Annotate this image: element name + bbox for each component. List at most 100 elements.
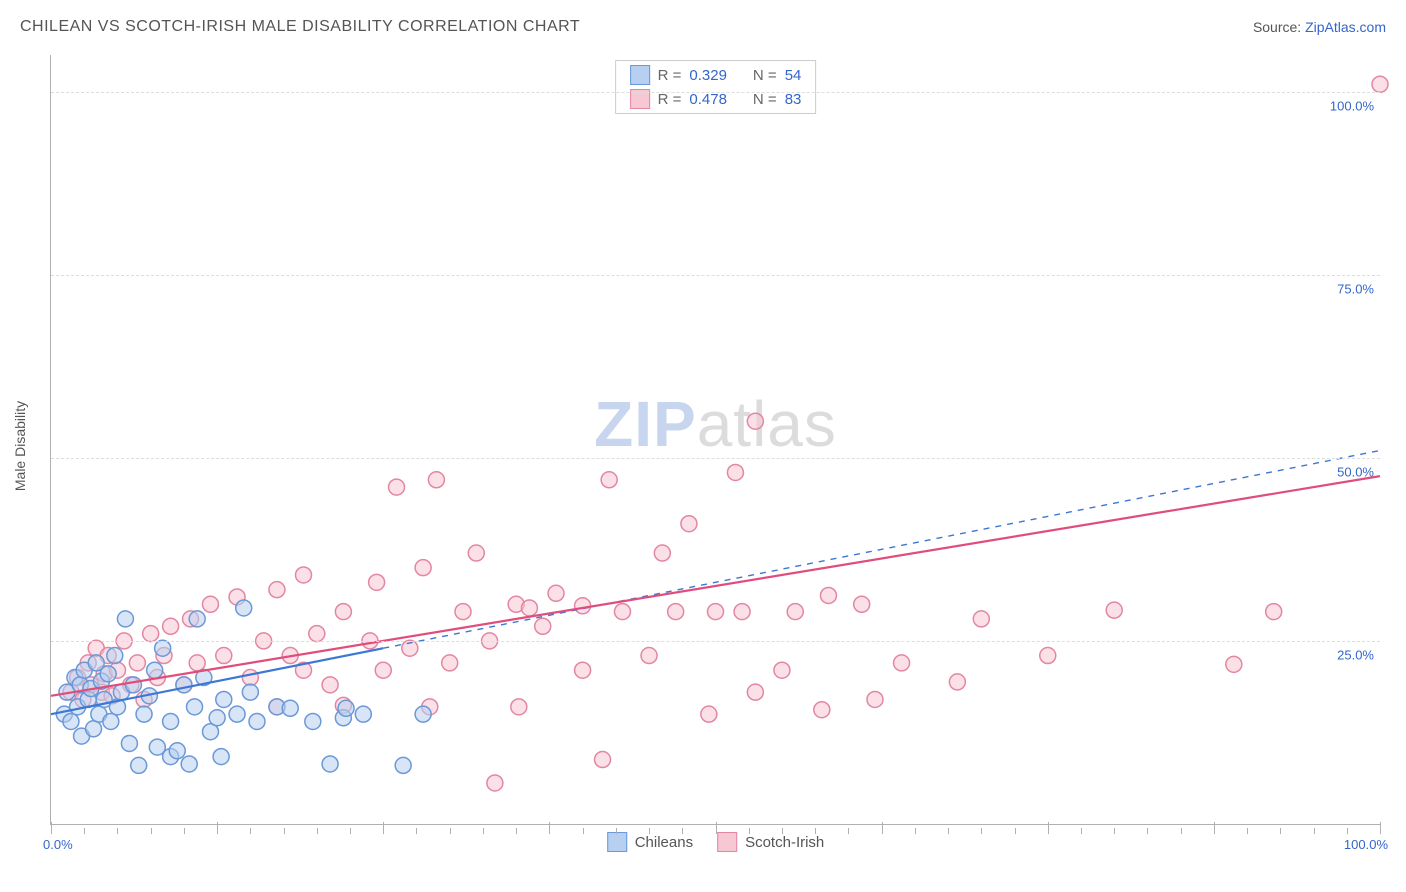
data-point: [654, 545, 670, 561]
x-tick: [1181, 828, 1182, 834]
data-point: [209, 710, 225, 726]
data-point: [442, 655, 458, 671]
data-point: [894, 655, 910, 671]
data-point: [389, 479, 405, 495]
r-label: R =: [658, 67, 682, 84]
stats-box: R = 0.329 N = 54 R = 0.478 N = 83: [615, 60, 817, 114]
legend-swatch: [630, 65, 650, 85]
data-point: [163, 713, 179, 729]
n-label: N =: [753, 67, 777, 84]
x-tick: [51, 822, 52, 834]
data-point: [575, 662, 591, 678]
source-label: Source:: [1253, 19, 1305, 35]
n-value: 54: [785, 67, 802, 84]
data-point: [1266, 604, 1282, 620]
x-tick: [1247, 828, 1248, 834]
data-point: [136, 706, 152, 722]
data-point: [322, 756, 338, 772]
data-point: [487, 775, 503, 791]
r-value: 0.329: [689, 67, 727, 84]
r-value: 0.478: [689, 91, 727, 108]
data-point: [121, 735, 137, 751]
data-point: [548, 585, 564, 601]
data-point: [1106, 602, 1122, 618]
data-point: [521, 600, 537, 616]
gridline: [51, 458, 1380, 459]
data-point: [820, 587, 836, 603]
x-axis-end-label: 100.0%: [1344, 837, 1388, 852]
x-tick: [1048, 822, 1049, 834]
legend-item: Scotch-Irish: [717, 832, 824, 852]
data-point: [511, 699, 527, 715]
x-tick: [1015, 828, 1016, 834]
legend-swatch: [607, 832, 627, 852]
data-point: [701, 706, 717, 722]
data-point: [216, 648, 232, 664]
data-point: [189, 655, 205, 671]
gridline: [51, 641, 1380, 642]
data-point: [100, 666, 116, 682]
bottom-legend: Chileans Scotch-Irish: [607, 832, 825, 852]
chart-header: CHILEAN VS SCOTCH-IRISH MALE DISABILITY …: [20, 18, 1386, 36]
data-point: [455, 604, 471, 620]
data-point: [129, 655, 145, 671]
chart-svg: [51, 55, 1380, 824]
data-point: [747, 684, 763, 700]
x-tick: [948, 828, 949, 834]
data-point: [415, 706, 431, 722]
x-tick: [516, 828, 517, 834]
data-point: [63, 713, 79, 729]
n-value: 83: [785, 91, 802, 108]
data-point: [131, 757, 147, 773]
data-point: [668, 604, 684, 620]
data-point: [854, 596, 870, 612]
x-tick: [151, 828, 152, 834]
data-point: [189, 611, 205, 627]
x-tick: [284, 828, 285, 834]
x-tick: [184, 828, 185, 834]
x-tick: [1380, 822, 1381, 834]
n-label: N =: [753, 91, 777, 108]
data-point: [468, 545, 484, 561]
x-tick: [1214, 822, 1215, 834]
gridline: [51, 92, 1380, 93]
data-point: [322, 677, 338, 693]
legend-item: Chileans: [607, 832, 693, 852]
stats-row: R = 0.478 N = 83: [616, 87, 816, 111]
x-tick: [1147, 828, 1148, 834]
data-point: [787, 604, 803, 620]
trend-line: [383, 450, 1380, 648]
data-point: [1372, 76, 1388, 92]
data-point: [428, 472, 444, 488]
gridline: [51, 275, 1380, 276]
x-tick: [848, 828, 849, 834]
data-point: [575, 598, 591, 614]
data-point: [355, 706, 371, 722]
data-point: [216, 691, 232, 707]
data-point: [375, 662, 391, 678]
data-point: [1226, 656, 1242, 672]
data-point: [335, 604, 351, 620]
data-point: [774, 662, 790, 678]
x-tick: [1081, 828, 1082, 834]
source-link[interactable]: ZipAtlas.com: [1305, 19, 1386, 35]
data-point: [973, 611, 989, 627]
x-tick: [749, 828, 750, 834]
data-point: [641, 648, 657, 664]
legend-label: Scotch-Irish: [745, 834, 824, 851]
data-point: [681, 516, 697, 532]
data-point: [415, 560, 431, 576]
plot-area: ZIPatlas R =0.329N =54R =0.478N =83 Chil…: [50, 55, 1380, 825]
x-tick: [383, 822, 384, 834]
data-point: [242, 684, 258, 700]
r-label: R =: [658, 91, 682, 108]
data-point: [229, 706, 245, 722]
legend-swatch: [717, 832, 737, 852]
data-point: [734, 604, 750, 620]
data-point: [747, 413, 763, 429]
data-point: [338, 700, 354, 716]
x-tick: [1114, 828, 1115, 834]
x-tick: [915, 828, 916, 834]
data-point: [269, 582, 285, 598]
y-axis-label: Male Disability: [12, 401, 28, 491]
